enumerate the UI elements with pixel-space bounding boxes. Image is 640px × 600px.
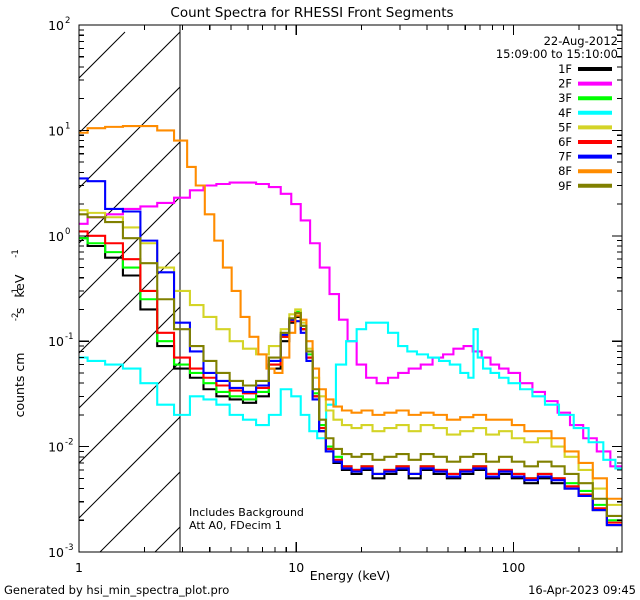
svg-text:s: s <box>12 307 27 314</box>
legend-item-2f[interactable]: 2F <box>558 77 612 91</box>
annotation-line-2: Att A0, FDecim 1 <box>189 519 282 532</box>
legend-item-5f[interactable]: 5F <box>558 120 612 134</box>
observation-date: 22-Aug-2012 <box>544 34 618 48</box>
legend-label: 5F <box>558 120 572 134</box>
legend-item-8f[interactable]: 8F <box>558 164 612 178</box>
page-title: Count Spectra for RHESSI Front Segments <box>170 5 453 21</box>
x-tick-label: 100 <box>502 560 526 575</box>
spectrum-line-7f <box>79 177 622 527</box>
legend-label: 3F <box>558 91 572 105</box>
y-tick-label: 10 -2 <box>48 438 73 455</box>
legend-label: 9F <box>558 179 572 193</box>
spectrum-line-9f <box>79 213 622 517</box>
svg-text:10: 10 <box>48 440 64 455</box>
legend-label: 6F <box>558 135 572 149</box>
y-axis-title: counts cm-2 s-1 keV-1 <box>11 249 27 417</box>
svg-text:-2: -2 <box>65 438 73 448</box>
x-axis-title: Energy (keV) <box>310 568 391 583</box>
svg-text:10: 10 <box>48 545 64 560</box>
legend-item-6f[interactable]: 6F <box>558 135 612 149</box>
axes-frame <box>78 24 623 553</box>
svg-text:-2: -2 <box>11 313 21 321</box>
legend-item-1f[interactable]: 1F <box>558 62 612 76</box>
axis-ticks <box>78 24 622 553</box>
svg-text:-1: -1 <box>11 288 21 296</box>
x-tick-label: 10 <box>288 560 304 575</box>
svg-text:2: 2 <box>65 16 70 26</box>
svg-text:10: 10 <box>48 229 64 244</box>
spectrum-line-4f <box>79 321 622 470</box>
svg-text:-1: -1 <box>65 332 73 342</box>
svg-text:-1: -1 <box>11 249 21 257</box>
legend-label: 7F <box>558 150 572 164</box>
svg-text:10: 10 <box>48 123 64 138</box>
annotation-line-1: Includes Background <box>189 506 304 519</box>
legend-label: 1F <box>558 62 572 76</box>
x-tick-label: 1 <box>75 560 83 575</box>
legend-item-4f[interactable]: 4F <box>558 106 612 120</box>
spectra-series-group <box>79 124 622 527</box>
svg-text:10: 10 <box>48 334 64 349</box>
spectrum-line-5f <box>79 209 622 506</box>
svg-text:10: 10 <box>48 18 64 33</box>
svg-text:keV: keV <box>12 274 27 297</box>
x-tick-labels: 1 10 100 <box>75 560 525 575</box>
spectrum-line-6f <box>79 230 622 524</box>
legend-label: 8F <box>558 164 572 178</box>
y-tick-label: 10 2 <box>48 16 70 33</box>
footer-generator: Generated by hsi_min_spectra_plot.pro <box>4 583 229 597</box>
svg-text:-3: -3 <box>65 543 73 553</box>
legend-item-3f[interactable]: 3F <box>558 91 612 105</box>
observation-interval: 15:09:00 to 15:10:00 <box>496 47 618 61</box>
legend-item-7f[interactable]: 7F <box>558 150 612 164</box>
y-tick-label: 10 -3 <box>48 543 73 560</box>
legend-item-9f[interactable]: 9F <box>558 179 612 193</box>
svg-text:1: 1 <box>65 121 70 131</box>
svg-text:counts cm: counts cm <box>12 353 27 418</box>
footer-timestamp: 16-Apr-2023 09:45 <box>528 583 636 597</box>
y-tick-label: 10 0 <box>48 227 70 244</box>
y-tick-label: 10 -1 <box>48 332 73 349</box>
spectrum-line-1f <box>79 237 622 527</box>
legend-label: 4F <box>558 106 572 120</box>
svg-text:0: 0 <box>65 227 70 237</box>
legend-label: 2F <box>558 77 572 91</box>
y-tick-label: 10 1 <box>48 121 70 138</box>
